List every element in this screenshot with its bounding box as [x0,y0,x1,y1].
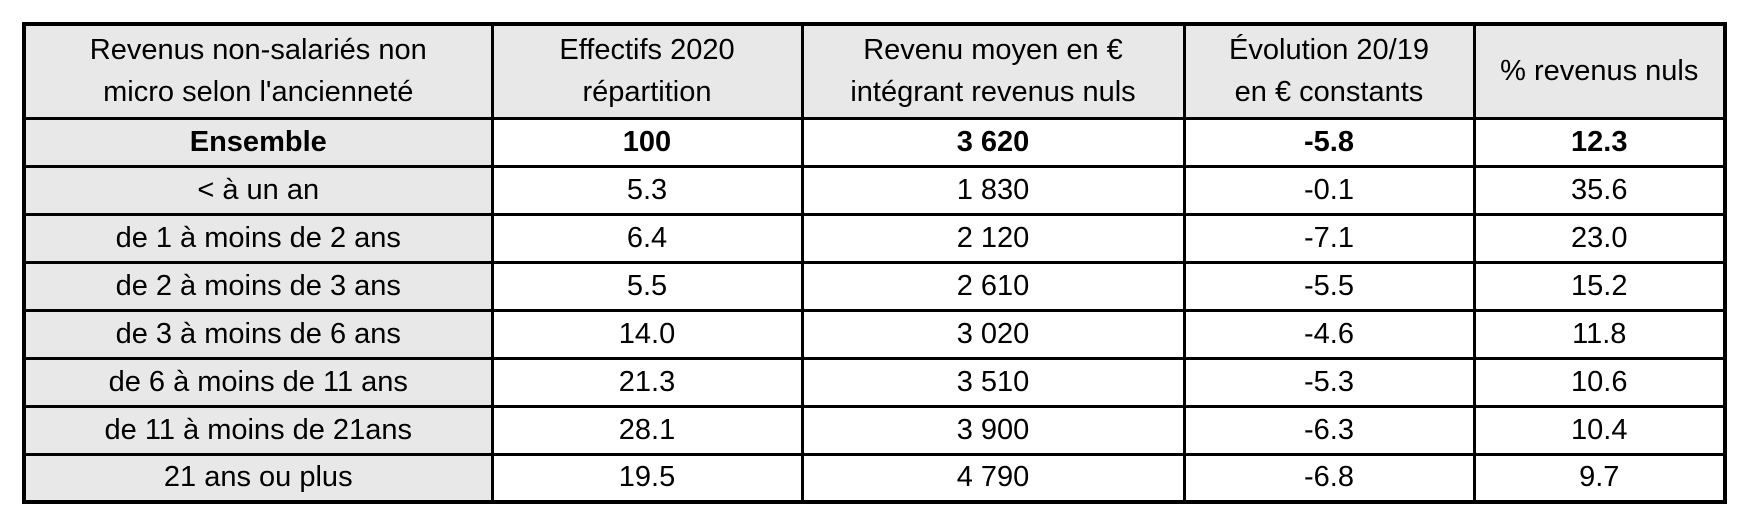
table-cell: 15.2 [1472,260,1727,312]
table-cell: 3 620 [800,116,1186,168]
column-header-pct-revenus-nuls: % revenus nuls [1472,22,1727,120]
row-label: de 11 à moins de 21ans [22,404,494,456]
table-cell: 3 020 [800,308,1186,360]
table-cell: 2 120 [800,212,1186,264]
header-line: en € constants [1234,76,1424,109]
row-label: de 6 à moins de 11 ans [22,356,494,408]
table-row: de 6 à moins de 11 ans 21.3 3 510 -5.3 1… [22,356,1727,408]
row-label: < à un an [22,164,494,216]
table-cell: 19.5 [490,452,804,504]
column-header-evolution: Évolution 20/19 en € constants [1182,22,1476,120]
table-cell: 9.7 [1472,452,1727,504]
row-label: de 1 à moins de 2 ans [22,212,494,264]
table-cell: 2 610 [800,260,1186,312]
table-cell: 6.4 [490,212,804,264]
table-cell: 3 900 [800,404,1186,456]
table-cell: 10.6 [1472,356,1727,408]
table-row: < à un an 5.3 1 830 -0.1 35.6 [22,164,1727,216]
table-cell: 3 510 [800,356,1186,408]
header-line: répartition [582,76,712,109]
header-line: Revenu moyen en € [863,34,1123,67]
table-cell: -4.6 [1182,308,1476,360]
table-cell: 23.0 [1472,212,1727,264]
row-label: de 2 à moins de 3 ans [22,260,494,312]
table-cell: -6.3 [1182,404,1476,456]
table-cell: 21.3 [490,356,804,408]
table-cell: 100 [490,116,804,168]
table-row-ensemble: Ensemble 100 3 620 -5.8 12.3 [22,116,1727,168]
header-line: micro selon l'ancienneté [103,76,414,109]
table-cell: -7.1 [1182,212,1476,264]
table-row: de 1 à moins de 2 ans 6.4 2 120 -7.1 23.… [22,212,1727,264]
table-cell: 5.5 [490,260,804,312]
table-cell: -5.8 [1182,116,1476,168]
table-cell: 14.0 [490,308,804,360]
table-cell: 28.1 [490,404,804,456]
table-header-row: Revenus non-salariés non micro selon l'a… [22,22,1727,120]
row-label: de 3 à moins de 6 ans [22,308,494,360]
table-row: de 11 à moins de 21ans 28.1 3 900 -6.3 1… [22,404,1727,456]
header-line: % revenus nuls [1500,55,1699,88]
header-line: Effectifs 2020 [559,34,735,67]
header-line: intégrant revenus nuls [850,76,1136,109]
table-cell: -0.1 [1182,164,1476,216]
table-cell: 11.8 [1472,308,1727,360]
table-cell: -6.8 [1182,452,1476,504]
column-header-revenu-moyen: Revenu moyen en € intégrant revenus nuls [800,22,1186,120]
table-row: de 2 à moins de 3 ans 5.5 2 610 -5.5 15.… [22,260,1727,312]
row-label: Ensemble [22,116,494,168]
header-line: Revenus non-salariés non [89,34,427,67]
table-cell: 10.4 [1472,404,1727,456]
table-cell: 35.6 [1472,164,1727,216]
header-line: Évolution 20/19 [1229,34,1429,67]
table-cell: 12.3 [1472,116,1727,168]
table-cell: 5.3 [490,164,804,216]
row-label: 21 ans ou plus [22,452,494,504]
table-cell: 1 830 [800,164,1186,216]
table-cell: -5.3 [1182,356,1476,408]
table-cell: 4 790 [800,452,1186,504]
table-row: 21 ans ou plus 19.5 4 790 -6.8 9.7 [22,452,1727,504]
column-header-effectifs: Effectifs 2020 répartition [490,22,804,120]
table-row: de 3 à moins de 6 ans 14.0 3 020 -4.6 11… [22,308,1727,360]
column-header-anciennete: Revenus non-salariés non micro selon l'a… [22,22,494,120]
table-cell: -5.5 [1182,260,1476,312]
revenus-anciennete-table: Revenus non-salariés non micro selon l'a… [22,22,1727,504]
